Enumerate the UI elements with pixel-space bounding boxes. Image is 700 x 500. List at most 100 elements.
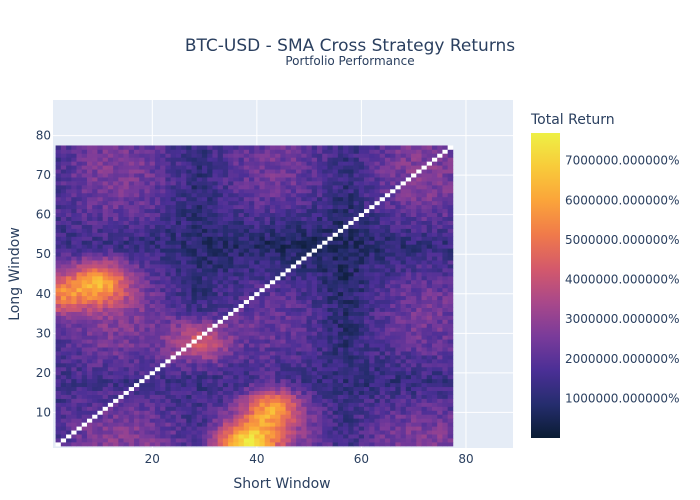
heatmap-cell: [217, 434, 224, 439]
heatmap-cell: [280, 382, 286, 388]
heatmap-cell: [170, 173, 177, 178]
heatmap-cell: [390, 157, 396, 162]
heatmap-cell: [165, 291, 171, 297]
heatmap-cell: [316, 177, 323, 182]
heatmap-cell: [384, 339, 391, 344]
heatmap-cell: [186, 438, 192, 443]
heatmap-cell: [113, 335, 119, 340]
heatmap-cell: [311, 279, 318, 285]
heatmap-cell: [55, 307, 62, 312]
heatmap-cell: [76, 165, 83, 170]
heatmap-cell: [285, 216, 292, 221]
heatmap-cell: [364, 438, 370, 443]
heatmap-cell: [233, 362, 239, 368]
heatmap-cell: [55, 236, 62, 241]
heatmap-cell: [201, 287, 208, 293]
heatmap-cell: [327, 426, 334, 431]
heatmap-cell: [102, 295, 109, 301]
heatmap-cell: [81, 414, 88, 419]
heatmap-cell: [154, 351, 161, 356]
heatmap-cell: [337, 426, 344, 431]
heatmap-cell: [102, 434, 109, 439]
heatmap-cell: [306, 406, 313, 411]
heatmap-cell: [254, 216, 260, 221]
heatmap-cell: [55, 323, 62, 328]
heatmap-cell: [107, 268, 114, 273]
heatmap-cell: [165, 295, 171, 301]
heatmap-cell: [306, 260, 313, 265]
heatmap-cell: [123, 161, 130, 166]
heatmap-cell: [322, 260, 328, 265]
heatmap-cell: [384, 422, 391, 427]
heatmap-cell: [55, 299, 62, 304]
heatmap-cell: [327, 307, 334, 312]
heatmap-cell: [249, 185, 255, 190]
heatmap-cell: [207, 327, 213, 332]
heatmap-cell: [327, 188, 334, 194]
heatmap-cell: [364, 272, 370, 277]
heatmap-cell: [92, 228, 98, 233]
heatmap-cell: [259, 323, 266, 328]
heatmap-cell: [102, 173, 109, 178]
heatmap-cell: [348, 248, 354, 253]
heatmap-cell: [269, 374, 276, 380]
heatmap-cell: [275, 422, 281, 427]
heatmap-cell: [353, 323, 360, 328]
heatmap-cell: [395, 366, 401, 372]
heatmap-cell: [280, 204, 286, 210]
heatmap-cell: [139, 212, 145, 217]
heatmap-cell: [369, 224, 375, 229]
heatmap-cell: [358, 283, 365, 289]
heatmap-cell: [348, 295, 354, 301]
heatmap-cell: [107, 410, 114, 415]
heatmap-cell: [301, 232, 307, 237]
heatmap-cell: [395, 279, 401, 285]
heatmap-cell: [154, 331, 161, 336]
heatmap-cell: [113, 224, 119, 229]
heatmap-cell: [358, 291, 365, 297]
heatmap-cell: [160, 347, 166, 352]
heatmap-cell: [170, 232, 177, 237]
heatmap-cell: [228, 248, 234, 253]
heatmap-cell: [358, 410, 365, 415]
heatmap-cell: [186, 366, 192, 372]
heatmap-cell: [222, 200, 229, 206]
heatmap-cell: [358, 362, 365, 368]
heatmap-cell: [154, 196, 161, 202]
heatmap-cell: [249, 315, 255, 320]
heatmap-cell: [107, 196, 114, 202]
heatmap-cell: [390, 232, 396, 237]
heatmap-cell: [228, 299, 234, 304]
heatmap-cell: [196, 177, 203, 182]
heatmap-cell: [301, 319, 307, 324]
heatmap-cell: [60, 351, 67, 356]
heatmap-cell: [113, 347, 119, 352]
heatmap-cell: [118, 228, 124, 233]
heatmap-cell: [175, 347, 182, 352]
heatmap-cell: [217, 442, 224, 447]
heatmap-cell: [348, 410, 354, 415]
heatmap-cell: [275, 252, 281, 257]
heatmap-cell: [348, 394, 354, 399]
heatmap-cell: [144, 165, 151, 170]
heatmap-cell: [343, 410, 349, 415]
heatmap-cell: [311, 362, 318, 368]
heatmap-cell: [160, 430, 166, 435]
heatmap-cell: [160, 295, 166, 301]
heatmap-cell: [301, 315, 307, 320]
heatmap-cell: [175, 303, 182, 308]
heatmap-cell: [55, 196, 62, 202]
heatmap-cell: [196, 426, 203, 431]
heatmap-cell: [139, 319, 145, 324]
heatmap-cell: [76, 212, 83, 217]
heatmap-cell: [154, 161, 161, 166]
heatmap-cell: [238, 370, 245, 376]
heatmap-cell: [160, 331, 166, 336]
heatmap-cell: [181, 248, 187, 253]
heatmap-cell: [348, 303, 354, 308]
heatmap-cell: [113, 173, 119, 178]
heatmap-cell: [337, 382, 344, 388]
heatmap-cell: [322, 426, 328, 431]
heatmap-cell: [102, 394, 109, 399]
heatmap-cell: [301, 260, 307, 265]
